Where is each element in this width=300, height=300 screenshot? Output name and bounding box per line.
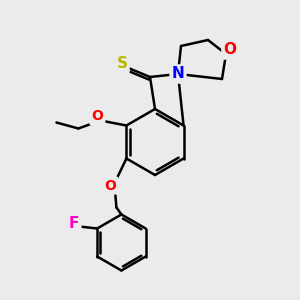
Text: N: N (172, 67, 184, 82)
Text: O: O (92, 110, 104, 124)
Text: F: F (69, 216, 80, 231)
Text: O: O (104, 178, 116, 193)
Text: S: S (116, 56, 128, 71)
Text: O: O (224, 43, 236, 58)
